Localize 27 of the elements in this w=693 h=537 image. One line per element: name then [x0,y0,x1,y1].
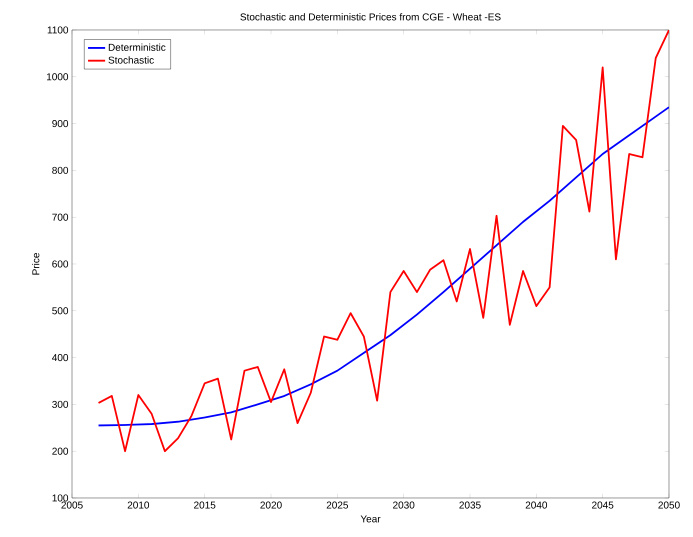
x-tick-label: 2020 [260,502,282,509]
x-tick-label: 2035 [459,502,481,509]
x-tick-label: 2010 [128,502,150,509]
legend-label: Deterministic [108,44,166,51]
x-tick-label: 2030 [393,502,414,509]
x-tick-label: 2045 [592,502,614,509]
x-tick-label: 2025 [326,502,348,509]
line-series [98,30,669,452]
y-tick-label: 600 [52,260,68,268]
chart-title: Stochastic and Deterministic Prices from CGE - Wheat -ES [240,13,501,20]
y-axis-title: Price [32,253,40,275]
y-tick-label: 200 [52,448,68,455]
y-tick-label: 700 [52,214,68,221]
x-tick-label: 2040 [526,502,548,509]
y-tick-label: 900 [52,120,68,128]
x-axis-title: Year [360,515,380,522]
y-tick-label: 400 [52,354,68,362]
x-tick-label: 2050 [658,502,680,509]
legend-label: Stochastic [108,56,154,64]
y-tick-label: 800 [52,166,68,174]
y-tick-label: 300 [52,400,68,408]
y-tick-label: 1000 [46,73,68,80]
x-tick-label: 2005 [61,502,83,509]
y-tick-label: 1100 [48,26,68,34]
y-tick-label: 500 [52,307,68,314]
x-tick-label: 2015 [194,502,216,509]
y-tick-label: 100 [52,494,68,502]
